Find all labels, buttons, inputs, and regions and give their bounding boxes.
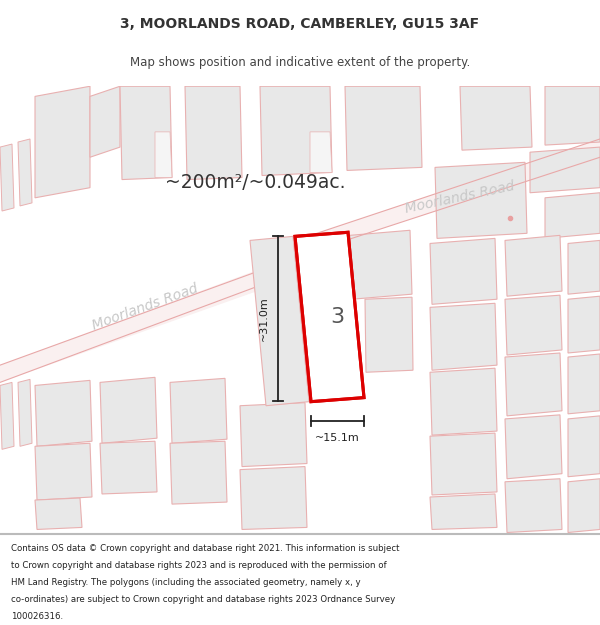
Polygon shape	[365, 298, 413, 372]
Polygon shape	[260, 86, 332, 176]
Text: ~15.1m: ~15.1m	[315, 433, 360, 443]
Polygon shape	[170, 378, 227, 443]
Text: 3: 3	[331, 307, 344, 327]
Text: to Crown copyright and database rights 2023 and is reproduced with the permissio: to Crown copyright and database rights 2…	[11, 561, 386, 570]
Polygon shape	[530, 147, 600, 192]
Polygon shape	[170, 441, 227, 504]
Text: ~31.0m: ~31.0m	[259, 296, 269, 341]
Polygon shape	[545, 192, 600, 238]
Polygon shape	[505, 479, 562, 532]
Polygon shape	[35, 86, 90, 198]
Text: Map shows position and indicative extent of the property.: Map shows position and indicative extent…	[130, 56, 470, 69]
Polygon shape	[460, 86, 532, 150]
Polygon shape	[435, 162, 527, 238]
Text: Contains OS data © Crown copyright and database right 2021. This information is : Contains OS data © Crown copyright and d…	[11, 544, 400, 552]
Polygon shape	[430, 368, 497, 435]
Polygon shape	[430, 494, 497, 529]
Polygon shape	[568, 354, 600, 414]
Polygon shape	[240, 402, 307, 467]
Polygon shape	[120, 86, 172, 179]
Polygon shape	[0, 382, 14, 449]
Polygon shape	[568, 296, 600, 353]
Polygon shape	[430, 303, 497, 370]
Polygon shape	[240, 467, 307, 529]
Polygon shape	[295, 232, 364, 402]
Polygon shape	[185, 86, 242, 179]
Polygon shape	[265, 139, 600, 267]
Text: 100026316.: 100026316.	[11, 612, 63, 621]
Polygon shape	[100, 441, 157, 494]
Polygon shape	[505, 295, 562, 355]
Polygon shape	[35, 443, 92, 500]
Text: 3, MOORLANDS ROAD, CAMBERLEY, GU15 3AF: 3, MOORLANDS ROAD, CAMBERLEY, GU15 3AF	[121, 17, 479, 31]
Polygon shape	[350, 230, 412, 299]
Polygon shape	[545, 86, 600, 145]
Text: Moorlands Road: Moorlands Road	[404, 179, 516, 216]
Polygon shape	[100, 378, 157, 443]
Polygon shape	[295, 232, 364, 402]
Polygon shape	[568, 479, 600, 532]
Polygon shape	[18, 379, 32, 446]
Polygon shape	[505, 353, 562, 416]
Polygon shape	[0, 251, 320, 382]
Text: co-ordinates) are subject to Crown copyright and database rights 2023 Ordnance S: co-ordinates) are subject to Crown copyr…	[11, 595, 395, 604]
Polygon shape	[0, 144, 14, 211]
Polygon shape	[35, 498, 82, 529]
Polygon shape	[430, 238, 497, 304]
Polygon shape	[18, 139, 32, 206]
Polygon shape	[35, 381, 92, 446]
Polygon shape	[430, 433, 497, 495]
Polygon shape	[568, 241, 600, 294]
Polygon shape	[90, 86, 120, 158]
Polygon shape	[568, 416, 600, 477]
Polygon shape	[155, 132, 172, 178]
Polygon shape	[505, 415, 562, 479]
Polygon shape	[250, 236, 309, 406]
Text: ~200m²/~0.049ac.: ~200m²/~0.049ac.	[165, 173, 345, 192]
Polygon shape	[505, 236, 562, 296]
Text: HM Land Registry. The polygons (including the associated geometry, namely x, y: HM Land Registry. The polygons (includin…	[11, 578, 361, 587]
Polygon shape	[310, 132, 332, 173]
Text: Moorlands Road: Moorlands Road	[90, 282, 200, 333]
Polygon shape	[345, 86, 422, 171]
